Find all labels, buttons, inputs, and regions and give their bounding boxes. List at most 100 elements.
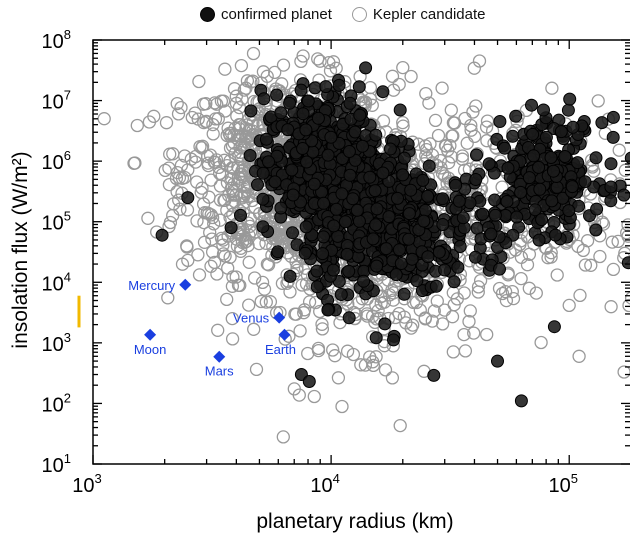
confirmed-point — [470, 148, 483, 162]
confirmed-point — [262, 155, 275, 169]
x-tick-label: 105 — [548, 471, 577, 497]
confirmed-point — [438, 263, 452, 277]
confirmed-point — [604, 180, 618, 194]
candidate-point — [234, 189, 248, 203]
confirmed-point — [271, 245, 285, 259]
candidate-point — [463, 304, 477, 318]
confirmed-point — [416, 173, 430, 187]
confirmed-point — [286, 226, 299, 240]
candidate-point — [201, 158, 215, 173]
candidate-point — [541, 251, 555, 265]
candidate-point — [234, 58, 249, 73]
confirmed-point — [501, 161, 515, 175]
confirmed-point — [342, 311, 356, 325]
reference-moon-label: Moon — [134, 342, 167, 357]
candidate-point — [591, 94, 605, 108]
confirmed-point — [294, 83, 308, 97]
candidate-point — [457, 286, 471, 300]
confirmed-point — [256, 166, 270, 180]
confirmed-point — [509, 109, 523, 123]
confirmed-point — [286, 188, 300, 202]
candidate-point — [203, 148, 218, 162]
confirmed-point — [270, 88, 284, 102]
candidate-point — [435, 317, 450, 331]
confirmed-point — [476, 207, 490, 221]
candidate-point — [479, 120, 494, 134]
confirmed-point — [376, 166, 390, 180]
confirmed-point — [369, 128, 383, 142]
confirmed-point — [427, 368, 441, 382]
reference-moon-marker — [144, 328, 157, 341]
confirmed-point — [387, 333, 400, 347]
confirmed-point — [447, 275, 461, 289]
candidate-point — [255, 275, 270, 290]
y-tick-label: 108 — [42, 27, 71, 53]
confirmed-point — [468, 250, 482, 264]
candidate-point — [235, 92, 249, 106]
confirmed-point — [417, 214, 431, 228]
confirmed-point — [346, 192, 360, 206]
confirmed-point — [369, 331, 383, 345]
confirmed-point — [421, 189, 435, 203]
candidate-point — [295, 278, 309, 292]
candidate-point — [376, 114, 391, 128]
confirmed-point — [547, 320, 561, 334]
candidate-point — [233, 278, 247, 293]
confirmed-point — [527, 149, 541, 163]
y-tick-label: 107 — [42, 88, 71, 114]
confirmed-point — [234, 208, 247, 222]
confirmed-point — [310, 280, 324, 294]
confirmed-point — [547, 164, 560, 178]
confirmed-point — [368, 184, 382, 198]
confirmed-point — [370, 202, 384, 216]
candidate-point — [260, 257, 275, 271]
confirmed-point — [340, 247, 354, 261]
confirmed-point — [393, 103, 407, 117]
legend-marker-candidate — [351, 7, 367, 22]
confirmed-point — [421, 250, 435, 264]
confirmed-point — [514, 185, 528, 199]
candidate-point — [358, 358, 373, 372]
confirmed-point — [484, 227, 498, 241]
candidate-point — [462, 314, 476, 329]
confirmed-point — [283, 96, 297, 110]
candidate-point — [192, 74, 206, 89]
confirmed-point — [436, 192, 450, 206]
candidate-point — [385, 69, 400, 83]
confirmed-point — [535, 213, 549, 227]
candidate-point — [404, 321, 418, 335]
candidate-point — [196, 97, 211, 111]
confirmed-point — [482, 157, 496, 171]
confirmed-point — [356, 139, 369, 153]
candidate-point — [406, 295, 421, 310]
confirmed-point — [256, 192, 270, 206]
candidate-point — [147, 109, 161, 123]
confirmed-point — [376, 85, 390, 99]
confirmed-point — [488, 208, 502, 222]
candidate-point — [191, 248, 205, 262]
confirmed-point — [429, 279, 443, 293]
confirmed-point — [281, 123, 295, 137]
candidate-point — [492, 281, 507, 296]
y-tick-label: 105 — [42, 209, 71, 235]
candidate-point — [236, 196, 251, 210]
confirmed-point — [299, 123, 313, 137]
candidate-point — [404, 69, 418, 84]
candidate-point — [170, 165, 185, 180]
candidate-point — [514, 271, 528, 286]
confirmed-point — [578, 175, 592, 189]
confirmed-point — [621, 256, 630, 270]
confirmed-point — [392, 243, 406, 257]
candidate-point — [213, 213, 227, 227]
confirmed-point — [296, 107, 310, 121]
confirmed-point — [558, 150, 572, 163]
candidate-point — [363, 80, 378, 95]
candidate-point — [225, 198, 240, 212]
candidate-point — [283, 285, 297, 299]
confirmed-point — [604, 194, 618, 208]
confirmed-point — [394, 257, 408, 270]
confirmed-point — [463, 196, 477, 210]
candidate-point — [624, 291, 630, 305]
candidate-point — [311, 52, 325, 66]
candidate-point — [522, 247, 537, 261]
